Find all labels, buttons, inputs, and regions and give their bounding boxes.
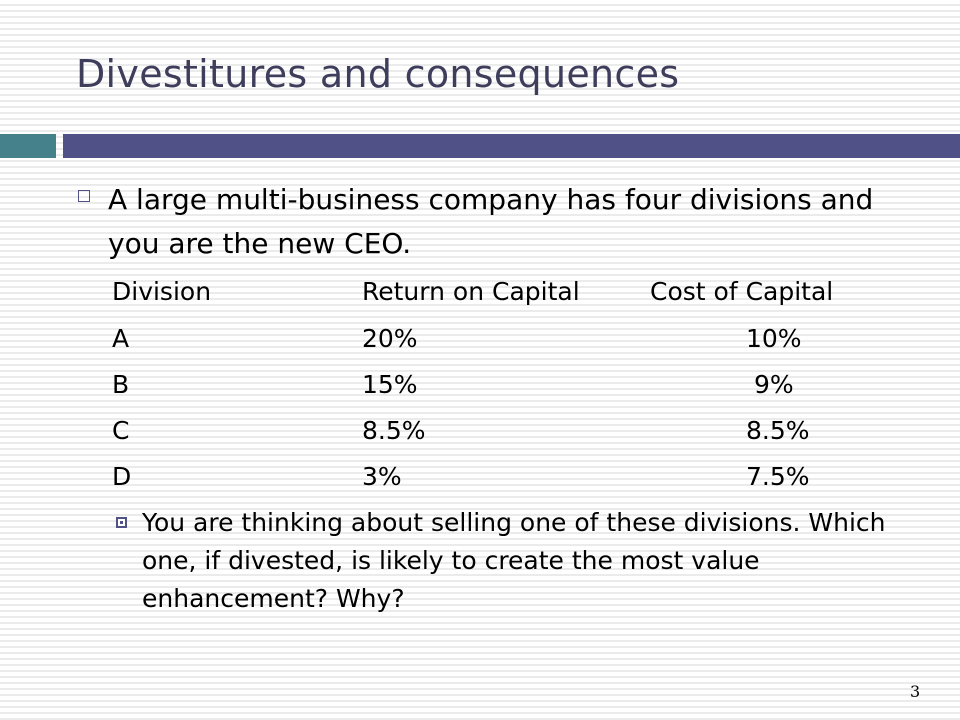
- row-b-division: B: [112, 370, 130, 399]
- slide-title: Divestitures and consequences: [76, 52, 680, 96]
- row-d-cost: 7.5%: [746, 462, 810, 491]
- page-number: 3: [910, 682, 921, 701]
- row-c-division: C: [112, 416, 130, 445]
- row-c-return: 8.5%: [362, 416, 426, 445]
- header-cost-of-capital: Cost of Capital: [650, 277, 834, 306]
- square-bullet-icon: [78, 190, 90, 202]
- row-a-return: 20%: [362, 324, 418, 353]
- row-c-cost: 8.5%: [746, 416, 810, 445]
- filled-square-bullet-icon: [116, 517, 127, 528]
- row-d-return: 3%: [362, 462, 402, 491]
- row-b-cost: 9%: [754, 370, 794, 399]
- header-return-on-capital: Return on Capital: [362, 277, 580, 306]
- row-b-return: 15%: [362, 370, 418, 399]
- question-text: You are thinking about selling one of th…: [142, 508, 886, 613]
- row-a-division: A: [112, 324, 130, 353]
- header-division: Division: [112, 277, 212, 306]
- row-a-cost: 10%: [746, 324, 802, 353]
- title-accent-bar-right: [63, 134, 960, 158]
- title-accent-bar-left: [0, 134, 56, 158]
- row-d-division: D: [112, 462, 132, 491]
- intro-text: A large multi-business company has four …: [108, 183, 874, 260]
